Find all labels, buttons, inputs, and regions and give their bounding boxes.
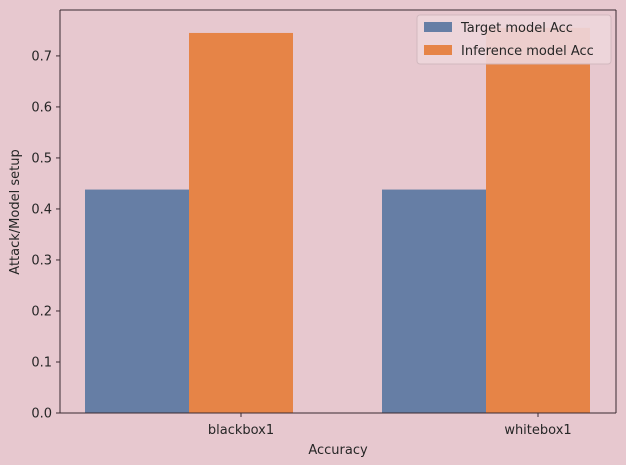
- y-tick-label: 0.2: [31, 304, 52, 319]
- y-tick-label: 0.5: [31, 151, 52, 166]
- bar-target-whitebox1: [382, 189, 486, 413]
- legend-box: [416, 14, 612, 65]
- legend-swatch-inference: [424, 45, 452, 55]
- y-tick-label: 0.4: [31, 202, 52, 217]
- y-ticks-group: 0.0 0.1 0.2 0.3 0.4 0.5 0.6 0.7: [31, 49, 60, 422]
- y-tick-label: 0.3: [31, 253, 52, 268]
- legend-swatch-target: [424, 22, 452, 32]
- bar-inference-whitebox1: [486, 27, 590, 413]
- x-axis-label: Accuracy: [308, 443, 368, 458]
- bar-inference-blackbox1: [189, 32, 293, 414]
- bars-group: [85, 27, 590, 414]
- x-tick-label: blackbox1: [208, 423, 274, 438]
- bar-target-blackbox1: [85, 189, 189, 413]
- axes-group: [59, 9, 617, 414]
- y-tick-label: 0.0: [31, 407, 52, 422]
- y-tick-label: 0.1: [31, 355, 52, 370]
- legend: Target model Acc Inference model Acc: [416, 14, 612, 65]
- y-tick-label: 0.7: [31, 49, 52, 64]
- y-axis-label: Attack/Model setup: [8, 149, 23, 274]
- legend-label-inference: Inference model Acc: [461, 44, 594, 59]
- y-tick-label: 0.6: [31, 100, 52, 115]
- x-tick-label: whitebox1: [504, 423, 571, 438]
- legend-label-target: Target model Acc: [460, 21, 573, 36]
- x-ticks-group: blackbox1 whitebox1: [208, 413, 572, 438]
